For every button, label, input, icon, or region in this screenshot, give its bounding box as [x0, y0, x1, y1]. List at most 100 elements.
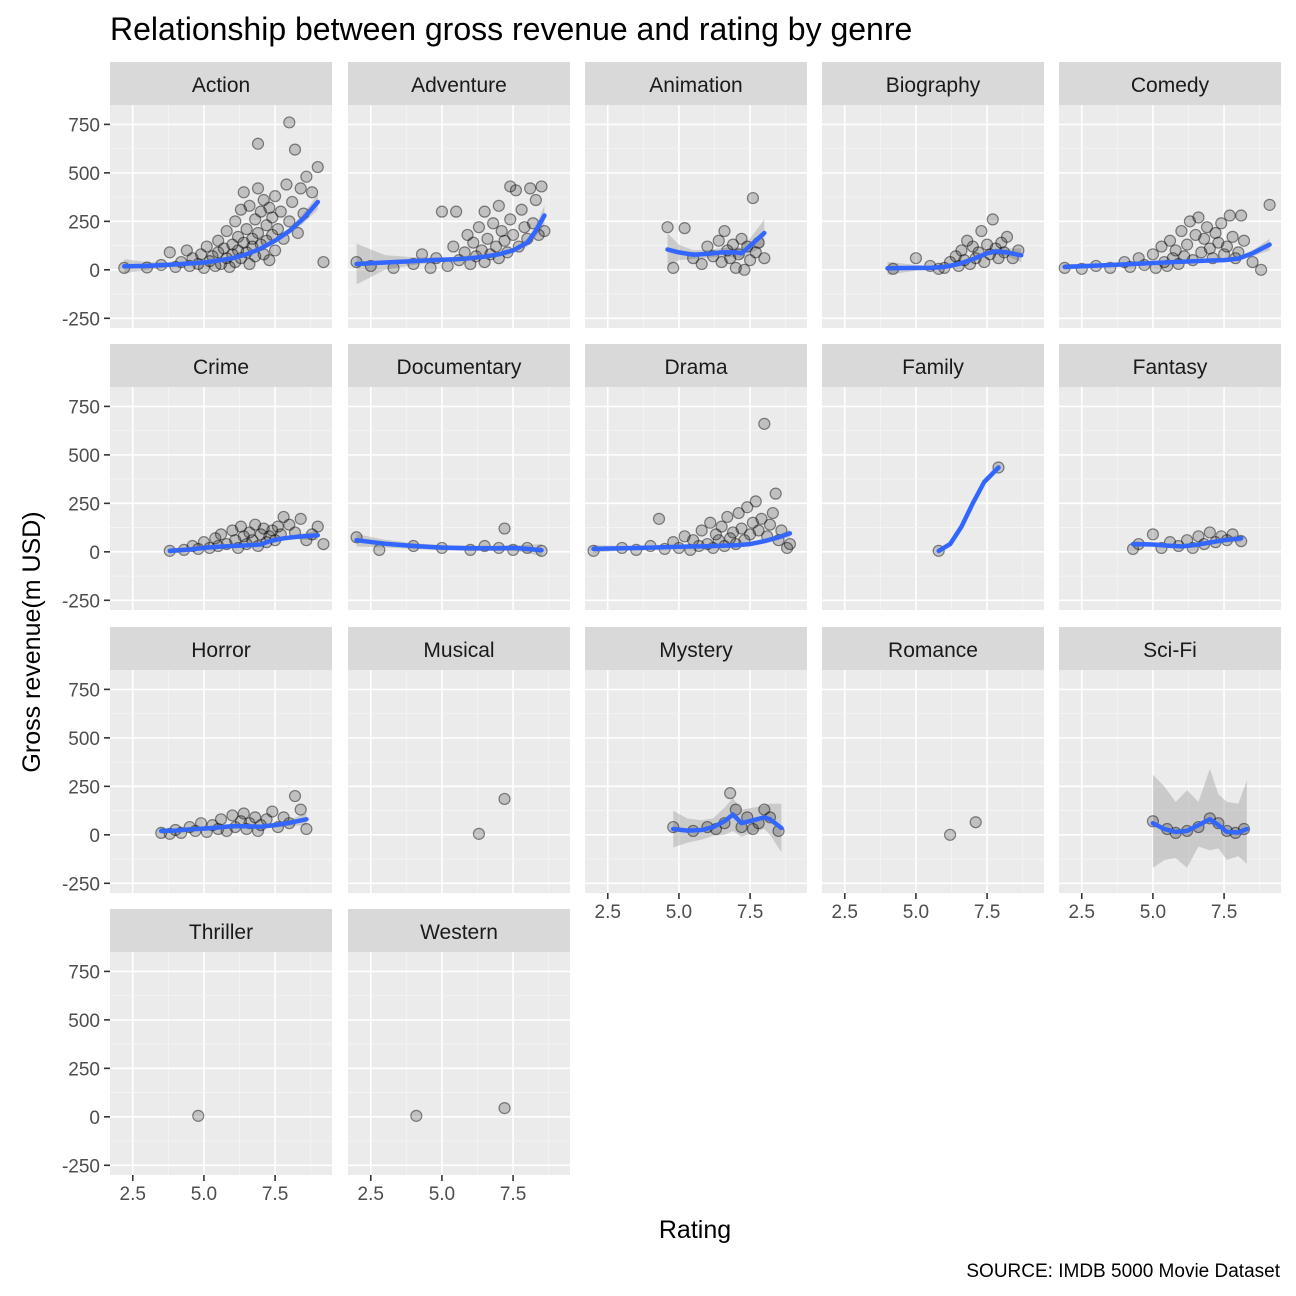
data-point [743, 254, 757, 267]
y-tick-label: 500 [68, 1011, 100, 1032]
x-tick-label: 7.5 [500, 1184, 526, 1205]
y-tick-label: 750 [68, 962, 100, 983]
data-point [266, 211, 279, 224]
data-point [1163, 234, 1177, 247]
smooth-trend-line [885, 249, 1024, 271]
data-point [263, 254, 276, 267]
data-point [441, 259, 454, 273]
data-point [678, 530, 691, 543]
data-point [1226, 230, 1239, 243]
data-point [966, 240, 979, 253]
facet-panel-background [822, 387, 1044, 610]
facet-strip-label: Biography [886, 74, 981, 97]
facet-panel-background [585, 387, 807, 610]
data-point [305, 186, 319, 199]
data-point [749, 246, 762, 259]
facet-sci-fi: Sci-Fi 2.5 5.0 7.5 [1059, 627, 1281, 923]
data-point [980, 238, 994, 251]
data-point [746, 191, 760, 205]
data-point [231, 230, 245, 243]
data-point [288, 789, 302, 803]
chart-caption: SOURCE: IMDB 5000 Movie Dataset [966, 1261, 1280, 1282]
data-point [257, 193, 270, 207]
facet-panel-background [348, 670, 570, 893]
data-point [481, 232, 494, 245]
data-point [1235, 209, 1248, 222]
y-tick-label: 500 [68, 446, 100, 467]
facet-strip-label: Thriller [189, 921, 253, 944]
y-axis-title: Gross revenue(m USD) [18, 511, 46, 772]
data-point [243, 199, 256, 212]
data-point [949, 250, 962, 263]
data-point [1192, 211, 1205, 224]
data-point [294, 512, 307, 525]
data-point [729, 261, 742, 274]
data-point [214, 813, 228, 826]
facet-strip-label: Horror [191, 639, 251, 662]
data-point [1203, 526, 1216, 539]
smooth-trend-line [591, 531, 793, 552]
data-point [1155, 240, 1168, 253]
data-point [283, 518, 296, 531]
x-tick-label: 7.5 [737, 902, 763, 923]
data-point [311, 520, 324, 533]
facet-strip [348, 909, 570, 952]
facet-strip-label: Western [420, 921, 498, 944]
data-point [718, 224, 731, 238]
data-point [271, 520, 285, 533]
facet-panel-background [348, 387, 570, 610]
facet-documentary: Documentary [348, 344, 570, 610]
data-point [746, 822, 760, 836]
data-point [461, 228, 474, 242]
data-point [194, 248, 208, 261]
data-point [212, 246, 225, 259]
data-point [524, 182, 537, 195]
data-point [975, 224, 988, 238]
y-tick-label: 0 [89, 1108, 100, 1129]
data-point [515, 203, 528, 216]
facet-strip [585, 627, 807, 670]
y-tick-label: 500 [68, 729, 100, 750]
data-point [504, 213, 517, 226]
data-point [300, 170, 313, 183]
data-point [260, 219, 273, 232]
data-point [909, 252, 923, 265]
facet-strip [822, 627, 1044, 670]
data-point [220, 224, 233, 238]
y-tick-label: 750 [68, 680, 100, 701]
data-point [709, 528, 723, 541]
facet-action: Action -250 0 250 500 750 [62, 62, 332, 330]
data-point [249, 518, 262, 531]
facet-fantasy: Fantasy [1059, 344, 1281, 610]
data-point [492, 199, 505, 212]
facet-romance: Romance 2.5 5.0 7.5 [822, 627, 1044, 923]
y-tick-label: 0 [89, 826, 100, 847]
data-point [1215, 217, 1228, 230]
data-point [498, 792, 511, 806]
data-point [498, 1101, 511, 1115]
data-point [424, 261, 437, 274]
data-point [1209, 226, 1222, 240]
facet-strip-label: Animation [649, 74, 742, 97]
x-tick-label: 5.0 [1140, 902, 1166, 923]
x-tick-label: 5.0 [429, 1184, 455, 1205]
data-point [678, 222, 691, 235]
facet-strip [585, 344, 807, 387]
data-point [1180, 238, 1194, 251]
data-point [240, 223, 253, 236]
data-point [504, 180, 517, 193]
data-point [163, 246, 176, 259]
confidence-band [356, 533, 542, 557]
facet-horror: Horror -250 0 250 500 750 [62, 627, 332, 895]
data-point [1237, 234, 1251, 247]
y-tick-label: 250 [68, 212, 100, 233]
data-point [311, 160, 324, 174]
data-point [712, 234, 725, 247]
data-point [955, 244, 968, 257]
chart-title: Relationship between gross revenue and r… [110, 11, 912, 47]
data-point [283, 215, 296, 228]
smooth-trend-line [670, 812, 784, 833]
data-point [1175, 224, 1188, 238]
data-point [518, 221, 531, 234]
